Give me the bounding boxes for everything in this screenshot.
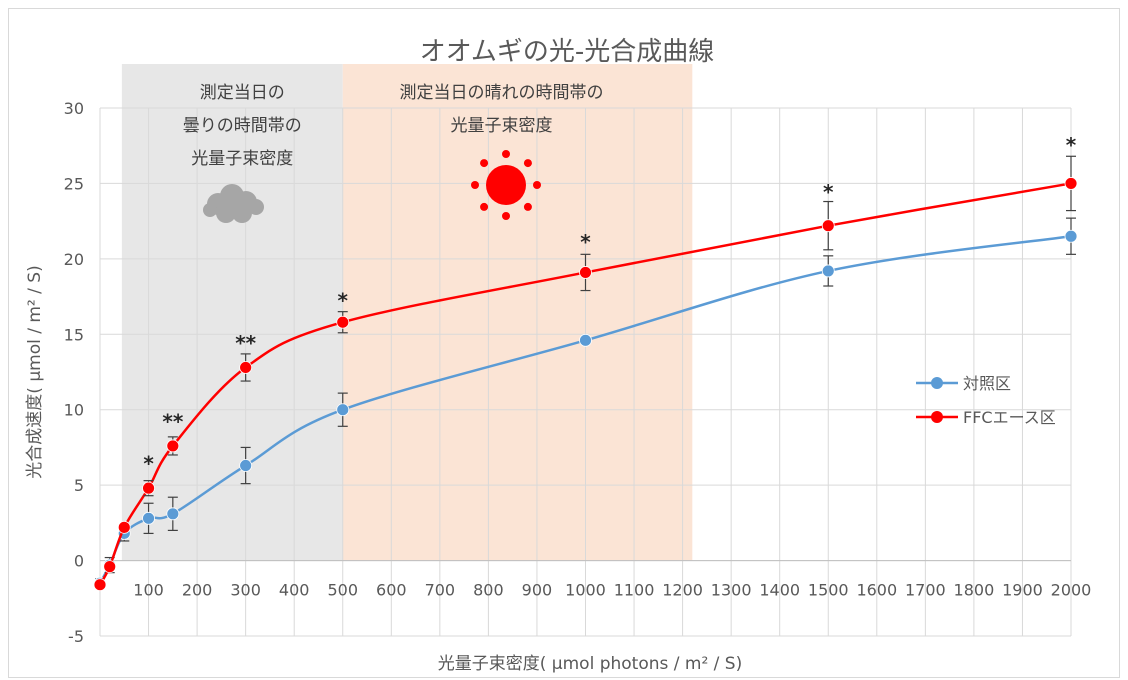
sun-ray bbox=[523, 202, 532, 211]
sun-ray bbox=[502, 150, 510, 158]
tick-labels: -5 0 5 10 15 20 25 30 100 200 300 400 500 600 700 800 90… bbox=[64, 99, 1092, 646]
data-point bbox=[117, 520, 131, 534]
legend-label: FFCエース区 bbox=[963, 408, 1056, 427]
data-point bbox=[93, 578, 107, 592]
y-tick-label: 0 bbox=[74, 552, 84, 571]
data-point bbox=[579, 333, 592, 347]
cloud-puff bbox=[248, 199, 264, 215]
series-layer bbox=[93, 155, 1078, 592]
x-tick-label: 1200 bbox=[662, 581, 703, 600]
significance-mark: * bbox=[143, 452, 154, 476]
data-point bbox=[166, 507, 180, 521]
sun-ray bbox=[533, 181, 541, 189]
legend: 対照区 FFCエース区 bbox=[916, 374, 1056, 427]
x-tick-label: 1900 bbox=[1002, 581, 1043, 600]
data-point bbox=[579, 266, 592, 279]
data-point bbox=[166, 439, 180, 453]
data-point bbox=[239, 459, 253, 472]
significance-marks: ********* bbox=[143, 133, 1076, 475]
region-label-line: 光量子束密度 bbox=[191, 149, 293, 169]
x-tick-label: 300 bbox=[230, 581, 261, 600]
sun-ray bbox=[480, 202, 489, 211]
region-label-line: 測定当日の bbox=[200, 83, 285, 103]
region-label-line: 測定当日の晴れの時間帯の bbox=[400, 83, 604, 103]
x-tick-label: 1400 bbox=[759, 581, 800, 600]
cloud-icon bbox=[203, 184, 264, 223]
y-tick-label: 20 bbox=[64, 250, 84, 269]
region-label-line: 曇りの時間帯の bbox=[183, 116, 302, 136]
cloud-puff bbox=[232, 203, 252, 223]
region-label-line: 光量子束密度 bbox=[451, 116, 553, 136]
sun-disc bbox=[486, 165, 526, 205]
x-tick-label: 800 bbox=[473, 581, 504, 600]
significance-mark: ** bbox=[162, 409, 183, 433]
x-tick-label: 1000 bbox=[565, 581, 606, 600]
sun-icon bbox=[471, 150, 541, 220]
x-axis-title: 光量子束密度( µmol photons / m² / S) bbox=[438, 654, 742, 674]
x-tick-label: 1500 bbox=[808, 581, 849, 600]
x-tick-label: 500 bbox=[327, 581, 358, 600]
significance-mark: * bbox=[338, 289, 349, 313]
y-tick-label: 5 bbox=[74, 476, 84, 495]
significance-mark: * bbox=[1066, 133, 1077, 157]
y-tick-label: -5 bbox=[68, 627, 84, 646]
y-tick-label: 30 bbox=[64, 99, 84, 118]
significance-mark: * bbox=[580, 230, 591, 254]
sun-ray bbox=[523, 159, 532, 168]
x-tick-label: 1800 bbox=[954, 581, 995, 600]
data-point bbox=[336, 403, 350, 417]
legend-swatch-marker bbox=[931, 377, 943, 389]
data-point bbox=[1064, 177, 1078, 190]
gridlines bbox=[99, 107, 1072, 637]
x-tick-label: 1300 bbox=[711, 581, 752, 600]
x-tick-label: 1600 bbox=[856, 581, 897, 600]
x-tick-label: 600 bbox=[376, 581, 407, 600]
legend-label: 対照区 bbox=[963, 374, 1011, 393]
significance-mark: * bbox=[823, 180, 834, 204]
sun-ray bbox=[471, 181, 479, 189]
data-point bbox=[336, 315, 350, 329]
chart-frame bbox=[8, 8, 1120, 678]
x-tick-label: 900 bbox=[522, 581, 553, 600]
y-tick-label: 10 bbox=[64, 401, 84, 420]
sun-ray bbox=[480, 159, 489, 168]
data-point bbox=[103, 560, 117, 574]
shaded-region-1 bbox=[121, 64, 343, 561]
sun-ray bbox=[502, 212, 510, 220]
data-point bbox=[1064, 229, 1078, 243]
weather-icons bbox=[203, 150, 541, 223]
legend-swatch-marker bbox=[931, 411, 943, 423]
data-point bbox=[821, 219, 835, 233]
x-tick-label: 1100 bbox=[614, 581, 655, 600]
data-point bbox=[142, 511, 155, 525]
x-tick-label: 100 bbox=[133, 581, 164, 600]
x-tick-label: 1700 bbox=[905, 581, 946, 600]
y-axis-title: 光合成速度( µmol / m² / S) bbox=[25, 265, 45, 478]
shaded-regions bbox=[121, 64, 693, 561]
x-tick-label: 2000 bbox=[1051, 581, 1092, 600]
cloud-puff bbox=[216, 203, 236, 223]
data-point bbox=[142, 481, 155, 495]
significance-mark: ** bbox=[235, 331, 256, 355]
data-point bbox=[239, 361, 253, 374]
x-tick-label: 700 bbox=[425, 581, 456, 600]
x-tick-label: 400 bbox=[279, 581, 310, 600]
y-tick-label: 25 bbox=[64, 174, 84, 193]
x-tick-label: 200 bbox=[182, 581, 213, 600]
y-tick-label: 15 bbox=[64, 325, 84, 344]
shaded-region-2 bbox=[342, 64, 693, 561]
cloud-puff bbox=[203, 203, 217, 217]
chart-title: オオムギの光-光合成曲線 bbox=[420, 37, 715, 67]
data-point bbox=[821, 264, 835, 278]
